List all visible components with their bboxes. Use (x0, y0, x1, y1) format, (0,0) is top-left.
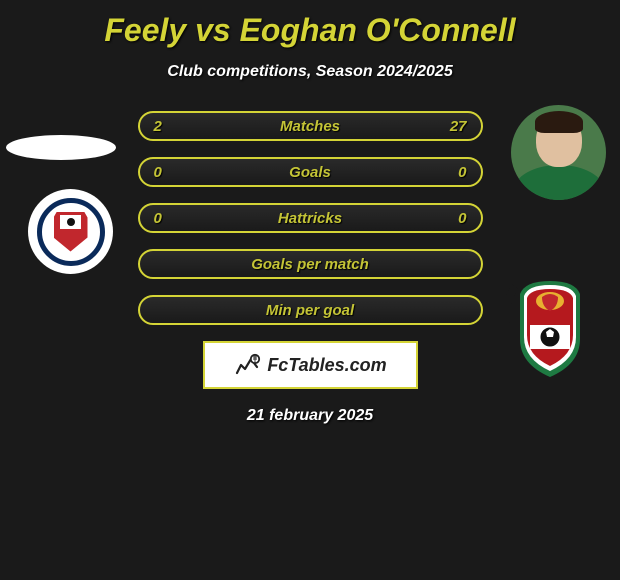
fctables-logo-icon (233, 351, 261, 379)
footer-date: 21 february 2025 (0, 407, 620, 425)
stat-left-value: 0 (154, 159, 162, 185)
stat-right-value: 0 (458, 205, 466, 231)
stat-label: Matches (280, 118, 340, 135)
stat-right-value: 0 (458, 159, 466, 185)
fctables-brand-text: FcTables.com (267, 355, 386, 376)
team-crest-left (28, 189, 113, 274)
stat-label: Goals per match (251, 256, 369, 273)
stat-bar-matches: 2 Matches 27 (138, 111, 483, 141)
stat-bar-goals-per-match: Goals per match (138, 249, 483, 279)
stat-right-value: 27 (450, 113, 467, 139)
player-right-photo (511, 105, 606, 200)
page-subtitle: Club competitions, Season 2024/2025 (0, 63, 620, 81)
stat-label: Min per goal (266, 302, 354, 319)
stat-bar-min-per-goal: Min per goal (138, 295, 483, 325)
stat-left-value: 0 (154, 205, 162, 231)
stat-left-value: 2 (154, 113, 162, 139)
stat-label: Hattricks (278, 210, 342, 227)
stat-bar-goals: 0 Goals 0 (138, 157, 483, 187)
stat-label: Goals (289, 164, 331, 181)
stat-bar-hattricks: 0 Hattricks 0 (138, 203, 483, 233)
comparison-content: 2 Matches 27 0 Goals 0 0 Hattricks 0 Goa… (0, 111, 620, 425)
page-title: Feely vs Eoghan O'Connell (0, 0, 620, 49)
stat-bars: 2 Matches 27 0 Goals 0 0 Hattricks 0 Goa… (138, 111, 483, 325)
player-left-photo (6, 135, 116, 160)
source-badge: FcTables.com (203, 341, 418, 389)
team-crest-right (500, 269, 600, 379)
